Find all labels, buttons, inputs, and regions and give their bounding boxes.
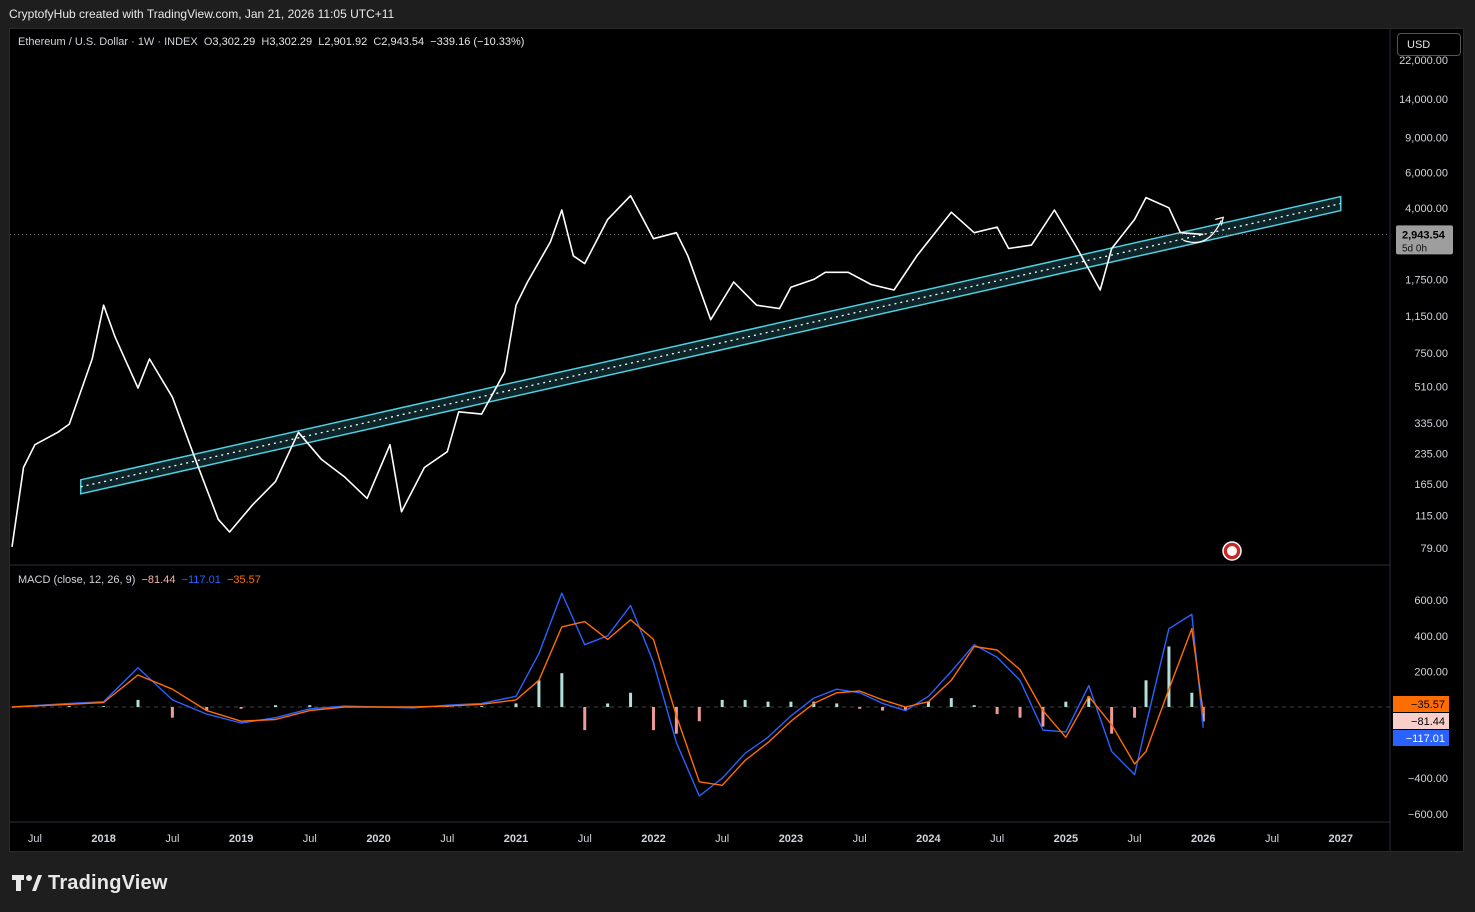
currency-button[interactable]: USD bbox=[1397, 33, 1461, 56]
price-legend: Ethereum / U.S. Dollar · 1W · INDEX O3,3… bbox=[18, 36, 524, 48]
projection-arrow bbox=[1183, 220, 1222, 244]
time-axis-tick: 2026 bbox=[1191, 833, 1215, 845]
time-axis-tick: Jul bbox=[853, 833, 867, 845]
macd-signal-value: −35.57 bbox=[226, 574, 261, 586]
change-value: −339.16 (−10.33%) bbox=[430, 36, 525, 48]
price-axis-tick: 6,000.00 bbox=[1405, 168, 1448, 180]
chart-frame[interactable] bbox=[9, 28, 1464, 852]
close-value: 2,943.54 bbox=[381, 36, 425, 48]
time-axis-tick: 2025 bbox=[1054, 833, 1078, 845]
price-axis-tick: 9,000.00 bbox=[1405, 132, 1448, 144]
header-attribution: CryptofyHub created with TradingView.com… bbox=[9, 7, 395, 21]
macd-axis-tick: 200.00 bbox=[1414, 666, 1448, 678]
price-axis-tick: 1,150.00 bbox=[1405, 311, 1448, 323]
macd-axis-tick: −400.00 bbox=[1408, 773, 1448, 785]
time-axis-tick: Jul bbox=[165, 833, 179, 845]
macd-hist-tag: −81.44 bbox=[1411, 716, 1445, 728]
macd-line-value: −117.01 bbox=[181, 574, 221, 586]
high-value: 3,302.29 bbox=[269, 36, 313, 48]
signal-line bbox=[11, 619, 1204, 786]
trend-channel bbox=[79, 195, 1342, 495]
price-axis-tick: 235.00 bbox=[1414, 448, 1448, 460]
time-axis-tick: 2027 bbox=[1329, 833, 1353, 845]
time-axis-tick: Jul bbox=[578, 833, 592, 845]
low-value: 2,901.92 bbox=[324, 36, 368, 48]
price-axis-tick: 335.00 bbox=[1414, 418, 1448, 430]
macd-line bbox=[11, 592, 1204, 797]
macd-line-tag: −117.01 bbox=[1406, 733, 1445, 745]
price-axis-tick: 115.00 bbox=[1415, 510, 1448, 522]
time-axis-tick: 2024 bbox=[916, 833, 941, 845]
time-axis-tick: 2019 bbox=[229, 833, 253, 845]
time-axis-tick: Jul bbox=[715, 833, 729, 845]
symbol-label[interactable]: Ethereum / U.S. Dollar · 1W · INDEX bbox=[18, 36, 198, 48]
macd-hist-tag-bg bbox=[1393, 713, 1449, 729]
price-axis-tick: 1,750.00 bbox=[1405, 274, 1448, 286]
time-axis-tick: 2018 bbox=[91, 833, 115, 845]
low-label: L bbox=[318, 36, 325, 48]
time-axis-tick: 2021 bbox=[504, 833, 528, 845]
time-axis-tick: Jul bbox=[28, 833, 42, 845]
footer-logo[interactable]: TradingView bbox=[12, 870, 168, 896]
macd-signal-tag-bg bbox=[1393, 696, 1449, 712]
time-axis-tick: 2020 bbox=[366, 833, 390, 845]
us-flag-icon-inner bbox=[1227, 546, 1237, 556]
projection-arrowhead bbox=[1215, 216, 1225, 226]
macd-line-tag-bg bbox=[1393, 730, 1449, 746]
time-axis-tick: Jul bbox=[1265, 833, 1279, 845]
macd-axis-tick: −600.00 bbox=[1408, 809, 1448, 821]
macd-hist-value: −81.44 bbox=[141, 574, 176, 586]
high-label: H bbox=[261, 36, 270, 48]
last-price-tag bbox=[1396, 225, 1453, 255]
time-axis-tick: Jul bbox=[990, 833, 1004, 845]
price-axis-tick: 14,000.00 bbox=[1399, 94, 1448, 106]
open-value: 3,302.29 bbox=[212, 36, 256, 48]
time-axis-tick: Jul bbox=[303, 833, 317, 845]
time-axis-tick: 2023 bbox=[779, 833, 803, 845]
macd-axis-tick: 400.00 bbox=[1414, 631, 1448, 643]
price-axis-tick: 165.00 bbox=[1414, 479, 1448, 491]
price-series-line bbox=[11, 194, 1204, 548]
time-axis-tick: 2022 bbox=[641, 833, 665, 845]
price-axis-tick: 510.00 bbox=[1414, 381, 1448, 393]
countdown-label: 5d 0h bbox=[1402, 243, 1427, 254]
price-axis-tick: 4,000.00 bbox=[1405, 203, 1448, 215]
time-axis-tick: Jul bbox=[1128, 833, 1142, 845]
price-axis-tick: 79.00 bbox=[1420, 543, 1448, 555]
footer-brand: TradingView bbox=[48, 871, 168, 894]
time-axis-tick: Jul bbox=[440, 833, 454, 845]
macd-signal-tag: −35.57 bbox=[1411, 699, 1445, 711]
last-price-label: 2,943.54 bbox=[1402, 229, 1446, 241]
tradingview-logo-icon bbox=[12, 875, 42, 891]
header-bar: CryptofyHub created with TradingView.com… bbox=[0, 0, 1475, 28]
price-axis-tick: 750.00 bbox=[1414, 348, 1448, 360]
macd-axis-tick: 600.00 bbox=[1414, 595, 1448, 607]
price-axis-tick: 22,000.00 bbox=[1399, 55, 1448, 67]
close-label: C bbox=[373, 36, 382, 48]
macd-legend: MACD (close, 12, 26, 9) −81.44 −117.01 −… bbox=[18, 574, 261, 586]
macd-name[interactable]: MACD (close, 12, 26, 9) bbox=[18, 574, 136, 586]
open-label: O bbox=[203, 36, 213, 48]
